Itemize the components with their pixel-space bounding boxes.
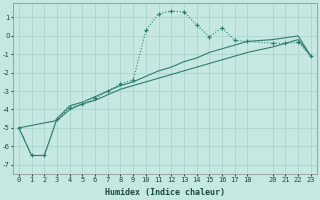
X-axis label: Humidex (Indice chaleur): Humidex (Indice chaleur) [105,188,225,197]
